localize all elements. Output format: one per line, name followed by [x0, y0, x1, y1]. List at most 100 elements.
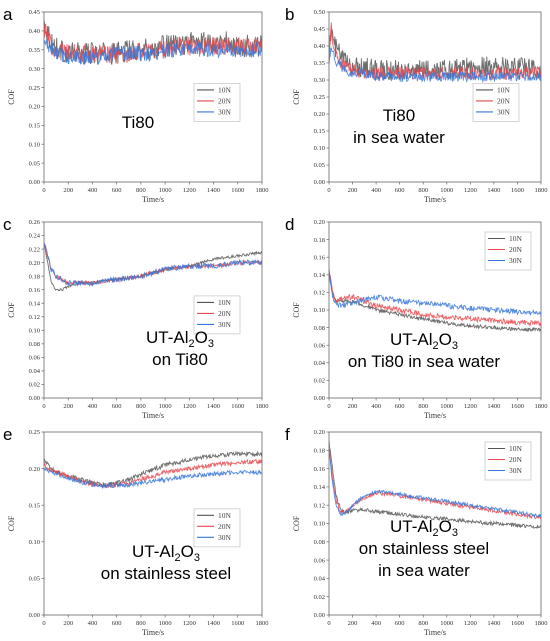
series-line-30N: [329, 449, 541, 519]
y-tick-label: 0.04: [314, 360, 326, 367]
y-tick-label: 0.20: [29, 466, 40, 473]
x-tick-label: 1600: [231, 620, 244, 627]
x-tick-label: 400: [88, 620, 98, 627]
y-tick-label: 0.05: [29, 576, 40, 583]
x-tick-label: 200: [63, 403, 73, 410]
plot-frame: [43, 431, 263, 616]
y-tick-label: 0.16: [29, 287, 41, 294]
y-tick-label: 0.45: [29, 9, 40, 16]
y-tick-label: 0.04: [29, 368, 41, 375]
plot-frame: [43, 221, 263, 399]
y-tick-label: 0.10: [314, 145, 325, 152]
legend-box: [484, 231, 532, 271]
annotation-line: Ti80: [383, 106, 415, 125]
legend-box: [193, 508, 241, 548]
x-tick-label: 1400: [487, 187, 500, 194]
legend-entry: 10N: [509, 444, 523, 453]
legend-entry: 30N: [509, 466, 523, 475]
legend-entry: 20N: [509, 245, 523, 254]
y-tick-label: 0.40: [314, 43, 325, 50]
series-line-10N: [44, 450, 262, 488]
x-tick-label: 400: [371, 187, 381, 194]
panel-letter: c: [3, 215, 12, 234]
y-tick-label: 0.25: [29, 429, 40, 436]
y-tick-label: 0.30: [29, 66, 40, 73]
legend-entry: 10N: [509, 234, 523, 243]
panel-letter: f: [285, 425, 290, 444]
y-tick-label: 0.10: [314, 521, 325, 528]
annotation-line: UT-Al2O3: [132, 542, 200, 564]
x-tick-label: 1400: [207, 620, 220, 627]
x-tick-label: 600: [395, 187, 405, 194]
y-tick-label: 0.12: [314, 502, 325, 509]
x-tick-label: 1200: [183, 403, 196, 410]
x-tick-label: 800: [418, 620, 428, 627]
y-tick-label: 0.02: [314, 594, 325, 601]
x-tick-label: 400: [88, 403, 98, 410]
x-tick-label: 1400: [487, 403, 500, 410]
annotation-line: on stainless steel: [359, 539, 489, 558]
y-axis-label: COF: [7, 302, 16, 318]
x-axis-label: Time/s: [142, 628, 164, 637]
y-tick-label: 0.06: [29, 355, 41, 362]
y-tick-label: 0.26: [29, 219, 41, 226]
x-tick-label: 0: [42, 620, 45, 627]
y-tick-label: 0.14: [29, 300, 41, 307]
x-tick-label: 600: [112, 187, 122, 194]
x-axis-label: Time/s: [424, 195, 446, 204]
y-tick-label: 0.22: [29, 246, 40, 253]
annotation-line: on Ti80 in sea water: [348, 352, 500, 371]
legend-entry: 20N: [218, 522, 232, 531]
legend-entry: 20N: [218, 309, 232, 318]
series-line-30N: [329, 268, 541, 317]
x-tick-label: 200: [348, 187, 358, 194]
y-tick-label: 0.15: [29, 123, 40, 130]
x-tick-label: 200: [348, 620, 358, 627]
annotation-line: in sea water: [353, 128, 445, 147]
legend-entry: 30N: [218, 533, 232, 542]
y-axis-label: COF: [292, 89, 301, 105]
y-axis-label: COF: [292, 515, 301, 531]
annotation-line: on Ti80: [152, 350, 208, 369]
panel-e: e 0.00 0.05 0.10 0.15 0.20 0.25 0 200 400 600 800 10…: [3, 425, 269, 637]
x-tick-label: 0: [327, 620, 330, 627]
y-tick-label: 0.20: [314, 429, 325, 436]
annotation-line: UT-Al2O3: [390, 330, 458, 352]
y-tick-label: 0.35: [314, 60, 325, 67]
legend-entry: 30N: [218, 320, 232, 329]
y-tick-label: 0.06: [314, 342, 326, 349]
x-tick-label: 0: [327, 403, 330, 410]
y-tick-label: 0.20: [314, 111, 325, 118]
y-axis-label: COF: [7, 89, 16, 105]
x-tick-label: 1000: [440, 403, 453, 410]
y-axis-label: COF: [292, 302, 301, 318]
x-tick-label: 1200: [464, 187, 477, 194]
y-tick-label: 0.12: [29, 314, 40, 321]
x-tick-label: 1000: [440, 620, 453, 627]
legend-entry: 30N: [509, 256, 523, 265]
y-tick-label: 0.15: [29, 502, 40, 509]
series-line-30N: [44, 242, 262, 287]
legend-box: [472, 83, 520, 122]
legend-entry: 10N: [218, 298, 232, 307]
y-tick-label: 0.15: [314, 128, 325, 135]
panel-letter: d: [285, 215, 294, 234]
legend-entry: 10N: [497, 85, 511, 94]
y-tick-label: 0.18: [314, 448, 325, 455]
series-line-20N: [44, 242, 262, 286]
x-tick-label: 1800: [256, 620, 269, 627]
y-tick-label: 0.25: [29, 85, 40, 92]
legend-box: [193, 83, 241, 122]
x-tick-label: 600: [395, 620, 405, 627]
y-tick-label: 0.00: [29, 395, 40, 402]
series-line-30N: [44, 39, 262, 66]
x-tick-label: 400: [371, 403, 381, 410]
y-tick-label: 0.00: [314, 612, 325, 619]
x-tick-label: 200: [63, 187, 73, 194]
y-tick-label: 0.00: [314, 395, 325, 402]
plot-frame: [43, 11, 263, 183]
y-tick-label: 0.14: [314, 272, 326, 279]
y-tick-label: 0.02: [29, 382, 40, 389]
x-tick-label: 1000: [159, 620, 172, 627]
x-tick-label: 1000: [159, 187, 172, 194]
